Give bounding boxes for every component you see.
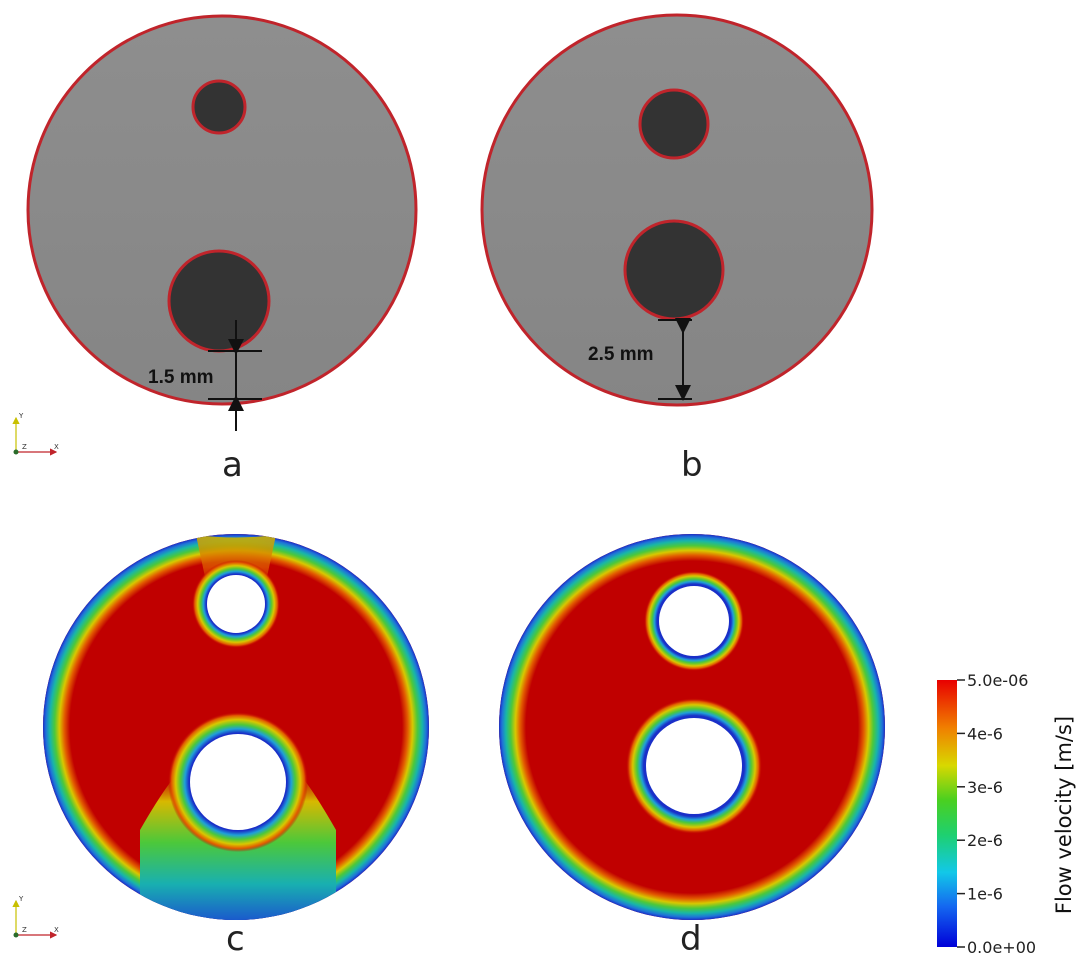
domain-disk	[480, 13, 874, 407]
large-hole	[646, 718, 742, 814]
panel-label: c	[226, 919, 245, 955]
colorbar-ticks: 5.0e-06 4e-6 3e-6 2e-6 1e-6 0.0e+00	[957, 671, 1036, 955]
small-inclusion	[638, 88, 710, 160]
panel-label: b	[681, 445, 703, 485]
svg-text:Y: Y	[18, 895, 24, 903]
svg-text:Z: Z	[22, 926, 27, 934]
svg-text:X: X	[54, 926, 59, 934]
colorbar-tick-label: 1e-6	[967, 885, 1003, 904]
dimension-marker: 2.5 mm	[588, 318, 692, 401]
panel-a: 1.5 mm a	[26, 14, 418, 485]
panel-c: c	[43, 534, 429, 955]
dimension-label: 1.5 mm	[148, 367, 213, 388]
svg-text:X: X	[54, 443, 59, 451]
domain-disk	[26, 14, 418, 406]
panel-label: d	[680, 919, 702, 955]
colorbar-tick-label: 3e-6	[967, 778, 1003, 797]
colorbar-title: Flow velocity [m/s]	[1052, 716, 1076, 914]
small-inclusion	[191, 79, 247, 135]
svg-text:Z: Z	[22, 443, 27, 451]
large-hole	[190, 734, 286, 830]
colorbar-tick-label: 2e-6	[967, 831, 1003, 850]
axes-triad: Y Z X	[12, 412, 59, 456]
panel-label: a	[222, 445, 243, 485]
colorbar: 5.0e-06 4e-6 3e-6 2e-6 1e-6 0.0e+00 Flow velo…	[937, 671, 1076, 955]
axes-triad: Y Z X	[12, 895, 59, 939]
small-hole	[207, 575, 265, 633]
dimension-marker: 1.5 mm	[148, 320, 262, 431]
dimension-label: 2.5 mm	[588, 344, 653, 365]
small-hole	[659, 586, 729, 656]
large-inclusion	[167, 249, 271, 353]
panel-b: 2.5 mm b	[480, 13, 874, 485]
svg-text:Y: Y	[18, 412, 24, 420]
colorbar-tick-label: 0.0e+00	[967, 938, 1036, 955]
colorbar-tick-label: 4e-6	[967, 724, 1003, 743]
panel-d: d	[499, 534, 885, 955]
colorbar-gradient	[937, 680, 957, 947]
large-inclusion	[623, 219, 725, 321]
colorbar-tick-label: 5.0e-06	[967, 671, 1028, 690]
